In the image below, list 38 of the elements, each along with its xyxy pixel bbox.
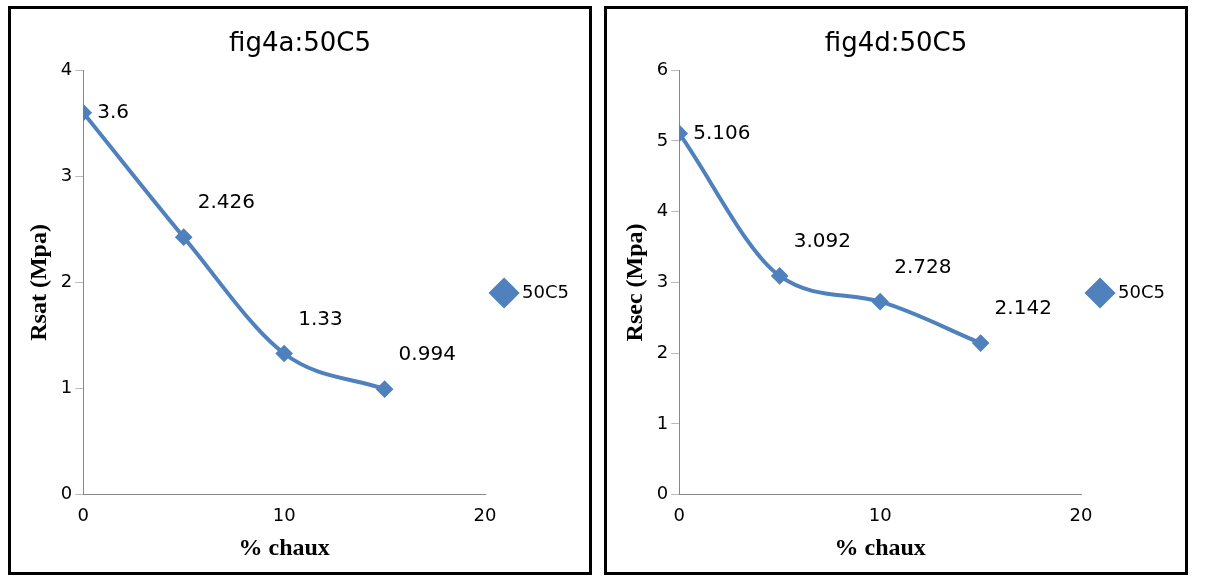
data-label: 1.33 <box>298 305 343 330</box>
x-tick-label: 10 <box>868 504 892 526</box>
data-label: 3.092 <box>793 228 851 253</box>
point <box>872 293 889 310</box>
y-axis-title: Rsat (Mpa) <box>24 224 51 341</box>
point <box>276 345 293 362</box>
y-tick-label: 2 <box>60 270 73 292</box>
y-tick-label: 3 <box>656 270 669 292</box>
point <box>376 381 393 398</box>
data-label: 2.426 <box>197 189 255 214</box>
x-axis-title: % chaux <box>238 533 330 560</box>
legend-label: 50C5 <box>522 280 570 302</box>
x-tick-label: 20 <box>1069 504 1093 526</box>
y-tick-label: 4 <box>60 57 73 79</box>
y-tick-label: 0 <box>656 482 669 504</box>
data-label: 2.142 <box>994 295 1052 320</box>
chart-title: fig4d:50C5 <box>824 27 968 58</box>
y-tick-label: 0 <box>60 482 73 504</box>
data-label: 2.728 <box>894 253 952 278</box>
x-tick-label: 0 <box>77 504 89 526</box>
y-axis-title: Rsec (Mpa) <box>620 223 647 342</box>
y-tick-label: 5 <box>656 128 669 150</box>
legend-label: 50C5 <box>1118 280 1166 302</box>
chart-title: fig4a:50C5 <box>229 27 371 58</box>
x-tick-label: 20 <box>473 504 497 526</box>
y-tick-label: 6 <box>656 57 669 79</box>
data-label: 5.106 <box>693 119 751 144</box>
y-tick-label: 2 <box>656 340 669 362</box>
y-tick-label: 4 <box>656 199 669 221</box>
data-label: 3.6 <box>97 98 130 123</box>
x-tick-label: 0 <box>673 504 685 526</box>
y-tick-label: 1 <box>60 376 73 398</box>
x-axis-title: % chaux <box>834 533 926 560</box>
data-label: 0.994 <box>398 341 456 366</box>
x-tick-label: 10 <box>272 504 296 526</box>
y-tick-label: 1 <box>656 411 669 433</box>
point <box>972 335 989 352</box>
y-tick-label: 3 <box>60 163 73 185</box>
